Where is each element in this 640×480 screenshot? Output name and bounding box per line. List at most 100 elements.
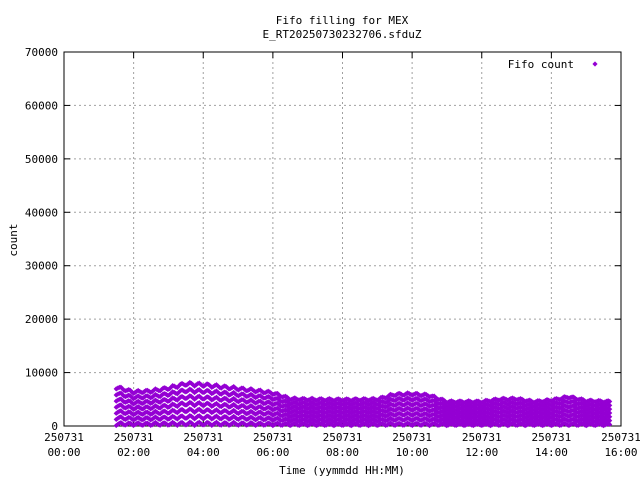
data-point [168, 402, 174, 408]
data-point [242, 415, 248, 421]
data-point [237, 404, 243, 410]
data-point [607, 410, 613, 416]
data-point [144, 415, 151, 421]
x-tick-label-time: 16:00 [604, 446, 637, 459]
data-point [140, 411, 146, 417]
data-point [152, 414, 158, 420]
data-point [193, 388, 199, 395]
data-point [207, 389, 213, 395]
data-point [519, 396, 525, 402]
data-point [166, 392, 173, 398]
data-point [132, 395, 138, 401]
data-point [242, 421, 248, 427]
data-point [118, 408, 124, 414]
data-point [276, 411, 282, 418]
data-point [154, 415, 160, 421]
data-point [276, 406, 282, 413]
data-point [442, 398, 448, 404]
data-point [171, 408, 177, 414]
data-point [129, 421, 135, 428]
data-point [180, 401, 187, 407]
data-point [223, 414, 229, 420]
data-point [245, 410, 251, 417]
data-point [174, 410, 180, 416]
data-point [431, 398, 437, 404]
data-point [375, 410, 381, 416]
data-point [149, 394, 155, 400]
data-point [414, 405, 420, 411]
data-point [519, 400, 525, 406]
data-point [240, 391, 246, 397]
data-point [274, 405, 281, 411]
x-tick-label-date: 250731 [601, 431, 640, 444]
x-tick-label-time: 02:00 [117, 446, 150, 459]
data-point [232, 391, 238, 397]
data-point [198, 381, 204, 388]
data-point [201, 396, 207, 402]
data-point [572, 408, 578, 414]
data-point [213, 394, 220, 400]
data-point [132, 416, 138, 422]
data-point [127, 387, 133, 393]
data-point [572, 400, 578, 406]
data-point [580, 397, 586, 403]
x-tick-label-time: 06:00 [256, 446, 289, 459]
data-point [232, 414, 238, 421]
data-point [235, 422, 242, 428]
data-point [227, 391, 234, 398]
data-point [257, 398, 263, 404]
data-point [202, 382, 209, 388]
data-point [249, 420, 256, 427]
data-point [176, 402, 182, 408]
data-point [188, 407, 195, 413]
data-point [249, 387, 256, 393]
data-point [268, 406, 274, 412]
data-point [253, 417, 259, 423]
data-point [224, 391, 231, 397]
data-point [198, 401, 204, 407]
data-point [268, 416, 274, 422]
data-point [431, 407, 437, 413]
data-point [218, 410, 224, 416]
data-point [237, 415, 243, 421]
data-point [198, 394, 204, 401]
y-tick-label: 0 [51, 420, 58, 433]
data-point [229, 408, 235, 415]
data-point [185, 381, 191, 387]
data-point [442, 406, 448, 412]
data-point [232, 385, 238, 391]
data-point [179, 413, 185, 419]
data-point [193, 415, 199, 421]
x-tick-label-date: 250731 [44, 431, 84, 444]
x-tick-label-date: 250731 [253, 431, 293, 444]
data-point [224, 421, 231, 427]
data-point [190, 421, 196, 427]
data-point [140, 395, 146, 401]
data-point [188, 380, 195, 386]
data-point [274, 400, 281, 406]
data-point [386, 393, 392, 399]
y-tick-label: 10000 [25, 367, 58, 380]
x-tick-label-time: 14:00 [535, 446, 568, 459]
data-point [157, 405, 163, 411]
data-point [245, 405, 251, 411]
data-point [135, 414, 141, 420]
data-point [386, 402, 392, 408]
data-point [257, 403, 263, 410]
data-point [185, 387, 191, 393]
data-point [607, 406, 613, 412]
data-point [224, 409, 231, 415]
data-point [180, 421, 187, 427]
data-point [560, 395, 566, 401]
data-point [201, 422, 207, 428]
data-point [251, 388, 257, 394]
data-point [176, 389, 182, 395]
data-point [580, 405, 586, 411]
data-point [213, 382, 220, 388]
data-point [210, 402, 216, 409]
data-point [268, 401, 274, 407]
x-tick-label-date: 250731 [392, 431, 432, 444]
data-point [403, 391, 409, 397]
data-point [386, 411, 392, 418]
data-point [433, 399, 439, 405]
